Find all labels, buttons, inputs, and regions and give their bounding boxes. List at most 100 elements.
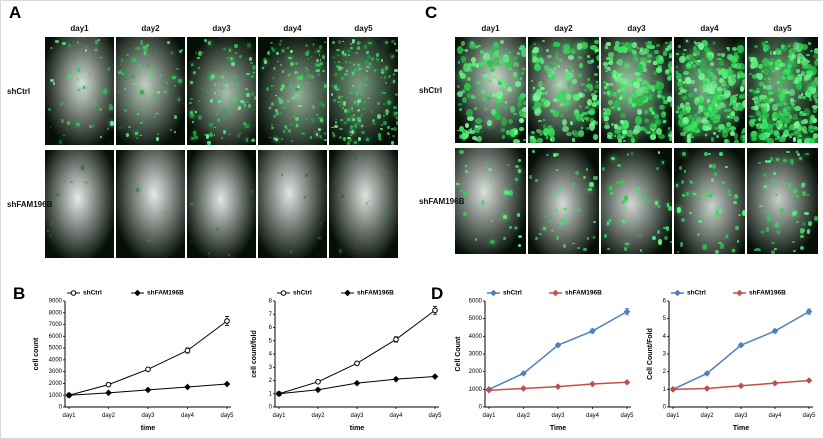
cell-dot bbox=[501, 134, 505, 139]
cell-dot bbox=[686, 139, 690, 142]
y-tick-label: 4000 bbox=[49, 357, 63, 363]
x-tick-label: day3 bbox=[350, 413, 364, 419]
cell-dot bbox=[707, 111, 714, 117]
cell-dot bbox=[591, 123, 594, 127]
cell-dot bbox=[475, 62, 480, 68]
cell-dot bbox=[742, 92, 745, 99]
cell-dot bbox=[506, 163, 511, 167]
cell-dot bbox=[692, 52, 697, 57]
cell-dot bbox=[731, 46, 738, 51]
cell-dot bbox=[700, 68, 705, 72]
cell-dot bbox=[586, 237, 590, 241]
cell-dot bbox=[714, 80, 719, 86]
cell-dot bbox=[463, 191, 468, 197]
marker-diamond bbox=[703, 370, 711, 377]
marker-diamond bbox=[554, 383, 562, 390]
cell-dot bbox=[758, 118, 761, 122]
cell-dot bbox=[793, 188, 798, 193]
cell-dot bbox=[605, 70, 608, 72]
cell-dot bbox=[789, 132, 795, 137]
cell-dot bbox=[315, 59, 320, 62]
cell-dot bbox=[163, 91, 167, 94]
cell-dot bbox=[477, 135, 482, 142]
cell-dot bbox=[342, 66, 344, 69]
cell-dot bbox=[594, 46, 599, 52]
cell-dot bbox=[514, 132, 518, 135]
cell-dot bbox=[690, 60, 694, 64]
cell-dot bbox=[793, 41, 799, 50]
cell-dot bbox=[752, 98, 755, 100]
cell-dot bbox=[678, 113, 684, 120]
cell-dot bbox=[69, 181, 73, 184]
row-label: shFAM196B bbox=[7, 199, 53, 209]
cell-dot bbox=[621, 82, 624, 84]
cell-dot bbox=[145, 68, 148, 71]
y-tick-label: 0 bbox=[269, 405, 273, 411]
cell-dot bbox=[350, 106, 354, 110]
cell-dot bbox=[741, 131, 745, 135]
cell-dot bbox=[159, 73, 162, 76]
cell-dot bbox=[338, 95, 341, 99]
marker-diamond bbox=[669, 386, 677, 393]
cell-dot bbox=[791, 79, 796, 84]
cell-dot bbox=[562, 49, 570, 55]
cell-dot bbox=[654, 84, 660, 91]
day-header: day3 bbox=[212, 24, 231, 33]
cell-dot bbox=[286, 100, 289, 102]
cell-dot bbox=[751, 135, 757, 142]
cell-dot bbox=[274, 115, 277, 118]
cell-dot bbox=[550, 135, 555, 143]
cell-dot bbox=[349, 125, 354, 129]
cell-dot bbox=[99, 135, 103, 138]
cell-dot bbox=[736, 103, 743, 109]
cell-dot bbox=[350, 129, 354, 135]
cell-dot bbox=[666, 95, 672, 102]
cell-dot bbox=[779, 98, 786, 106]
cell-dot bbox=[758, 204, 763, 208]
y-tick-label: 2000 bbox=[49, 381, 63, 387]
cell-dot bbox=[354, 156, 358, 160]
cell-dot bbox=[643, 66, 646, 69]
cell-dot bbox=[148, 239, 151, 242]
cell-dot bbox=[592, 104, 596, 107]
cell-dot bbox=[609, 218, 612, 222]
cell-dot bbox=[549, 74, 555, 80]
cell-dot bbox=[742, 99, 745, 108]
cell-dot bbox=[221, 76, 224, 78]
cell-dot bbox=[388, 137, 391, 139]
cell-dot bbox=[565, 68, 568, 73]
cell-dot bbox=[636, 109, 643, 115]
cell-dot bbox=[775, 59, 783, 69]
cell-dot bbox=[377, 101, 380, 106]
cell-dot bbox=[518, 169, 522, 174]
cell-dot bbox=[491, 45, 497, 52]
cell-dot bbox=[613, 92, 617, 97]
cell-dot bbox=[230, 62, 235, 66]
cell-dot bbox=[275, 51, 279, 55]
cell-dot bbox=[342, 107, 345, 110]
cell-dot bbox=[119, 63, 122, 65]
marker-diamond bbox=[353, 379, 361, 387]
cell-dot bbox=[686, 63, 691, 67]
cell-dot bbox=[380, 188, 382, 190]
cell-dot bbox=[110, 121, 114, 126]
cell-dot bbox=[273, 136, 277, 141]
cell-dot bbox=[807, 73, 812, 77]
cell-dot bbox=[682, 70, 689, 76]
cell-dot bbox=[720, 53, 726, 58]
cell-dot bbox=[613, 45, 620, 51]
cell-dot bbox=[773, 247, 777, 251]
cell-dot bbox=[725, 69, 733, 75]
cell-dot bbox=[751, 105, 758, 111]
cell-dot bbox=[316, 69, 320, 73]
cell-dot bbox=[695, 97, 700, 101]
cell-dot bbox=[357, 119, 362, 123]
cell-dot bbox=[363, 101, 365, 104]
cell-dot bbox=[549, 109, 555, 114]
cell-dot bbox=[358, 98, 361, 101]
cell-dot bbox=[689, 133, 693, 136]
cell-dot bbox=[604, 65, 609, 69]
cell-dot bbox=[659, 104, 666, 111]
cell-dot bbox=[654, 113, 660, 119]
cell-dot bbox=[576, 72, 583, 78]
